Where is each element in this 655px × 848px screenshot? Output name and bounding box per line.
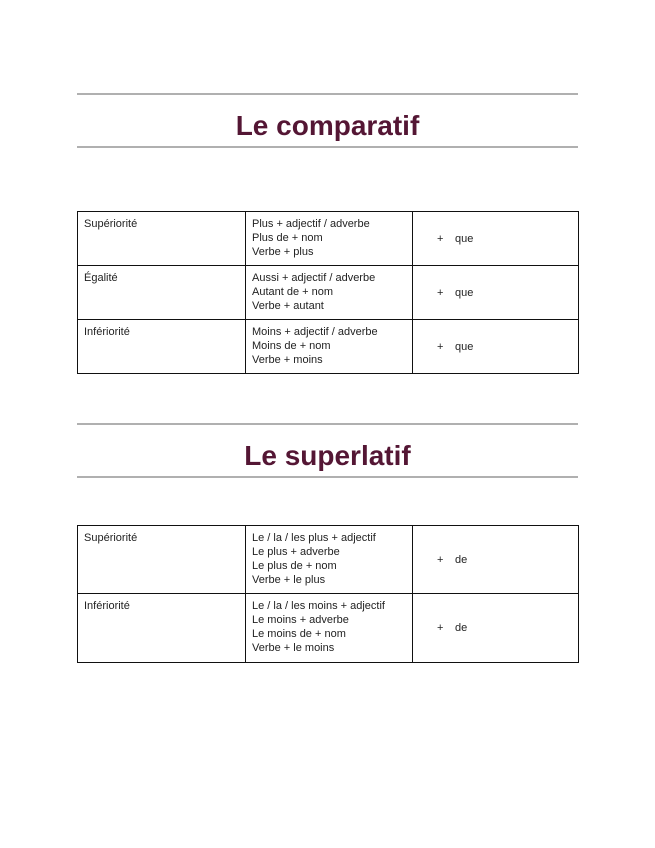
- form-line: Plus de + nom: [252, 232, 323, 244]
- table-row: Infériorité Moins + adjectif / adverbe Moi…: [77, 319, 579, 374]
- form-line: Le moins + adverbe: [252, 614, 349, 626]
- comparatif-table: Supériorité Plus + adjectif / adverbe Plus…: [77, 211, 579, 374]
- connector-cell: + de: [412, 593, 579, 663]
- degree-cell: Infériorité: [77, 593, 246, 663]
- divider: [77, 476, 578, 478]
- forms-cell: Aussi + adjectif / adverbe Autant de + no…: [245, 265, 413, 320]
- divider: [77, 423, 578, 425]
- connector-cell: + que: [412, 265, 579, 320]
- forms-cell: Le / la / les moins + adjectif Le moins +…: [245, 593, 413, 663]
- form-line: Verbe + plus: [252, 246, 314, 258]
- connector-word: de: [455, 622, 468, 634]
- form-line: Le plus de + nom: [252, 560, 337, 572]
- divider: [77, 146, 578, 148]
- form-line: Plus + adjectif / adverbe: [252, 218, 370, 230]
- table-row: Supériorité Plus + adjectif / adverbe Plus…: [77, 211, 579, 266]
- section-title-superlatif: Le superlatif: [244, 440, 411, 471]
- degree-cell: Supériorité: [77, 525, 246, 594]
- plus-sign: +: [437, 622, 444, 634]
- form-line: Moins + adjectif / adverbe: [252, 326, 378, 338]
- degree-label: Supériorité: [84, 532, 138, 544]
- form-line: Le moins de + nom: [252, 628, 346, 640]
- form-line: Verbe + le moins: [252, 642, 335, 654]
- degree-label: Égalité: [84, 272, 118, 284]
- table-row: Supériorité Le / la / les plus + adjectif…: [77, 525, 579, 594]
- degree-label: Supériorité: [84, 218, 138, 230]
- form-line: Autant de + nom: [252, 286, 334, 298]
- forms-cell: Plus + adjectif / adverbe Plus de + nom Ve…: [245, 211, 413, 266]
- degree-label: Infériorité: [84, 600, 130, 612]
- connector-word: que: [455, 232, 474, 245]
- superlatif-table: Supériorité Le / la / les plus + adjectif…: [77, 525, 579, 663]
- connector-word: que: [455, 286, 474, 299]
- connector-cell: + de: [412, 525, 579, 594]
- degree-cell: Égalité: [77, 265, 246, 320]
- form-line: Aussi + adjectif / adverbe: [252, 272, 376, 284]
- section-title-comparatif: Le comparatif: [235, 110, 420, 141]
- divider: [77, 93, 578, 95]
- form-line: Verbe + moins: [252, 354, 323, 366]
- plus-sign: +: [437, 286, 444, 299]
- degree-label: Infériorité: [84, 326, 130, 338]
- forms-cell: Moins + adjectif / adverbe Moins de + nom…: [245, 319, 413, 374]
- plus-sign: +: [437, 340, 444, 353]
- form-line: Verbe + le plus: [252, 574, 326, 586]
- connector-word: que: [455, 340, 474, 353]
- form-line: Moins de + nom: [252, 340, 331, 352]
- connector-word: de: [455, 553, 468, 566]
- degree-cell: Supériorité: [77, 211, 246, 266]
- form-line: Le / la / les plus + adjectif: [252, 532, 376, 544]
- form-line: Verbe + autant: [252, 300, 324, 312]
- degree-cell: Infériorité: [77, 319, 246, 374]
- plus-sign: +: [437, 553, 444, 566]
- connector-cell: + que: [412, 211, 579, 266]
- table-row: Infériorité Le / la / les moins + adjecti…: [77, 593, 579, 663]
- form-line: Le plus + adverbe: [252, 546, 340, 558]
- form-line: Le / la / les moins + adjectif: [252, 600, 385, 612]
- connector-cell: + que: [412, 319, 579, 374]
- plus-sign: +: [437, 232, 444, 245]
- table-row: Égalité Aussi + adjectif / adverbe Autant …: [77, 265, 579, 320]
- forms-cell: Le / la / les plus + adjectif Le plus + a…: [245, 525, 413, 594]
